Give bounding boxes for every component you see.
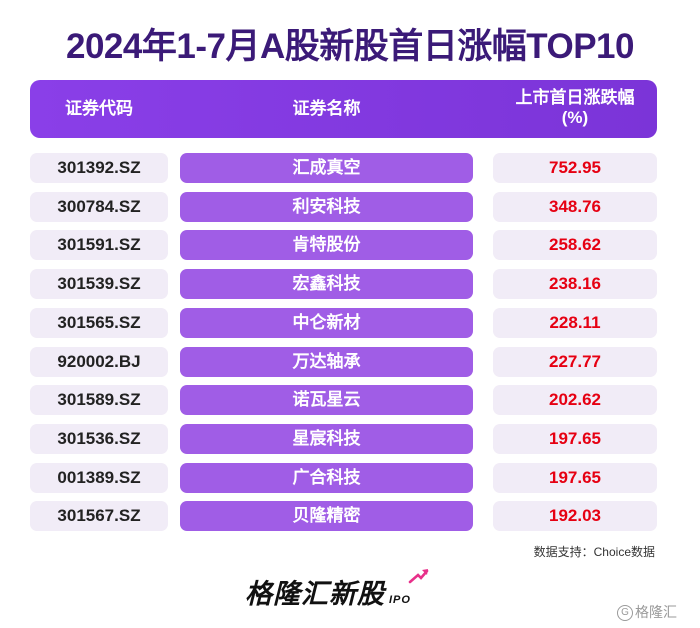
stock-code: 301565.SZ (30, 307, 168, 338)
first-day-change: 228.11 (493, 307, 657, 338)
stock-name: 汇成真空 (180, 153, 473, 183)
table-row: 301536.SZ 星宸科技 197.65 (0, 423, 700, 454)
table-row: 300784.SZ 利安科技 348.76 (0, 191, 700, 222)
stock-name: 贝隆精密 (180, 501, 473, 532)
data-source: 数据支持：Choice数据 (533, 545, 655, 559)
table-row: 920002.BJ 万达轴承 227.77 (0, 346, 700, 377)
stock-name: 诺瓦星云 (180, 385, 473, 416)
first-day-change: 238.16 (493, 269, 657, 300)
table-row: 301539.SZ 宏鑫科技 238.16 (0, 269, 700, 300)
watermark: G 格隆汇 (617, 602, 677, 622)
table-row: 301589.SZ 诺瓦星云 202.62 (0, 385, 700, 416)
first-day-change: 227.77 (493, 346, 657, 377)
table-header: 证券代码 证券名称 上市首日涨跌幅 (%) (30, 80, 657, 138)
header-code: 证券代码 (65, 99, 133, 118)
brand-logo: 格隆汇新股 IPO (245, 569, 429, 612)
header-name: 证券名称 (292, 99, 361, 118)
header-pct-label: 上市首日涨跌幅 (515, 88, 635, 107)
stock-name: 万达轴承 (180, 346, 473, 377)
logo-text: 格隆汇新股 (245, 579, 385, 609)
stock-name: 广合科技 (180, 462, 473, 493)
chart-title: 2024年1-7月A股新股首日涨幅TOP10 (66, 27, 634, 66)
table-row: 001389.SZ 广合科技 197.65 (0, 462, 700, 493)
stock-code: 301392.SZ (30, 153, 168, 183)
stock-code: 301536.SZ (30, 423, 168, 454)
watermark-icon: G (617, 605, 633, 622)
stock-name: 肯特股份 (180, 230, 473, 261)
stock-code: 301567.SZ (30, 501, 168, 532)
header-pct: 上市首日涨跌幅 (%) (493, 88, 657, 128)
first-day-change: 197.65 (493, 423, 657, 454)
stock-code: 300784.SZ (30, 191, 168, 222)
first-day-change: 752.95 (493, 153, 657, 183)
stock-name: 利安科技 (180, 191, 473, 222)
first-day-change: 202.62 (493, 385, 657, 416)
header-pct-unit: (%) (561, 108, 589, 127)
first-day-change: 192.03 (493, 501, 657, 532)
table-row: 301392.SZ 汇成真空 752.95 (0, 153, 700, 183)
trend-arrow-icon (408, 569, 429, 584)
table-row: 301565.SZ 中仑新材 228.11 (0, 307, 700, 338)
stock-code: 920002.BJ (30, 346, 168, 377)
first-day-change: 348.76 (493, 191, 657, 222)
first-day-change: 258.62 (493, 230, 657, 261)
stock-code: 001389.SZ (30, 462, 168, 493)
table-row: 301591.SZ 肯特股份 258.62 (0, 230, 700, 261)
stock-name: 星宸科技 (180, 423, 473, 454)
first-day-change: 197.65 (493, 462, 657, 493)
watermark-text: 格隆汇 (635, 604, 677, 620)
stock-code: 301539.SZ (30, 269, 168, 300)
stock-code: 301589.SZ (30, 385, 168, 416)
logo-ipo: IPO (389, 594, 411, 606)
stock-code: 301591.SZ (30, 230, 168, 261)
table-row: 301567.SZ 贝隆精密 192.03 (0, 501, 700, 532)
stock-name: 中仑新材 (180, 307, 473, 338)
stock-name: 宏鑫科技 (180, 269, 473, 300)
